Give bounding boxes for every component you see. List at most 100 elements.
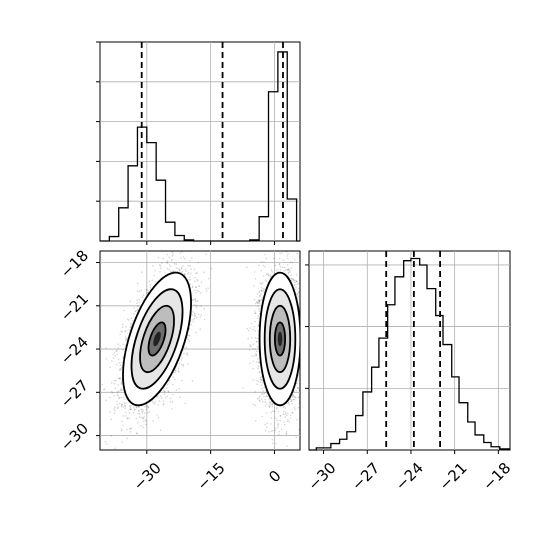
scatter-point: [103, 388, 105, 391]
scatter-point: [140, 408, 142, 411]
scatter-point: [305, 376, 307, 378]
scatter-point: [276, 269, 278, 271]
scatter-point: [183, 273, 186, 276]
scatter-point: [160, 267, 162, 270]
scatter-point: [133, 409, 136, 411]
scatter-point: [252, 403, 255, 406]
scatter-point: [301, 327, 303, 329]
scatter-point: [271, 405, 274, 408]
scatter-point: [149, 283, 152, 286]
scatter-point: [193, 244, 195, 246]
scatter-point: [299, 266, 300, 268]
scatter-point: [152, 419, 154, 422]
scatter-point: [105, 347, 107, 349]
scatter-point: [289, 398, 292, 401]
scatter-point: [263, 395, 265, 398]
scatter-point: [256, 398, 259, 400]
scatter-point: [118, 402, 121, 405]
scatter-point: [198, 313, 200, 316]
scatter-point: [275, 417, 277, 420]
scatter-point: [255, 354, 257, 357]
plot-frame: [99, 41, 301, 242]
scatter-point: [264, 279, 267, 281]
scatter-point: [198, 285, 201, 287]
scatter-point: [255, 301, 258, 303]
scatter-point: [285, 251, 288, 253]
scatter-point: [122, 343, 124, 346]
scatter-point: [294, 397, 297, 399]
scatter-point: [175, 389, 178, 391]
scatter-point: [185, 347, 188, 349]
scatter-point: [182, 365, 185, 367]
scatter-point: [278, 257, 281, 260]
scatter-point: [297, 379, 299, 382]
scatter-point: [279, 415, 282, 417]
scatter-point: [190, 272, 192, 275]
scatter-point: [121, 323, 124, 326]
scatter-point: [133, 406, 135, 409]
scatter-point: [124, 402, 127, 405]
scatter-point: [180, 257, 182, 259]
scatter-point: [125, 411, 127, 414]
scatter-point: [200, 305, 203, 307]
scatter-point: [121, 389, 124, 391]
scatter-point: [285, 433, 287, 435]
scatter-point: [171, 401, 174, 403]
scatter-point: [136, 432, 138, 434]
scatter-point: [304, 346, 306, 348]
scatter-point: [258, 299, 261, 302]
scatter-point: [276, 251, 278, 252]
scatter-point: [293, 284, 296, 286]
scatter-point: [147, 411, 149, 414]
scatter-point: [276, 408, 278, 410]
scatter-point: [258, 301, 261, 303]
scatter-point: [252, 348, 254, 350]
scatter-point: [138, 290, 141, 293]
scatter-point: [142, 294, 145, 297]
scatter-point: [122, 406, 125, 408]
scatter-point: [291, 261, 294, 264]
scatter-point: [119, 369, 122, 371]
scatter-point: [188, 334, 190, 337]
scatter-point: [128, 329, 131, 332]
scatter-point: [184, 268, 187, 271]
scatter-point: [301, 391, 303, 393]
scatter-point: [138, 416, 141, 418]
scatter-point: [299, 290, 300, 292]
scatter-point: [129, 325, 132, 328]
scatter-point: [120, 330, 123, 333]
scatter-point: [166, 267, 169, 270]
scatter-point: [295, 389, 298, 392]
scatter-point: [291, 280, 293, 282]
scatter-point: [259, 395, 261, 398]
scatter-point: [144, 419, 147, 421]
scatter-point: [257, 300, 260, 302]
scatter-point: [166, 261, 168, 263]
scatter-point: [277, 410, 280, 413]
scatter-point: [257, 358, 259, 360]
scatter-point: [261, 296, 264, 299]
y-tick-label: −21: [57, 290, 92, 325]
scatter-point: [146, 405, 149, 407]
scatter-point: [199, 328, 201, 331]
scatter-point: [254, 310, 256, 312]
scatter-point: [103, 388, 106, 391]
scatter-point: [181, 270, 184, 273]
scatter-point: [289, 270, 291, 272]
scatter-point: [273, 248, 275, 250]
scatter-point: [258, 399, 261, 401]
scatter-point: [167, 391, 170, 393]
scatter-point: [247, 337, 249, 340]
scatter-point: [145, 408, 148, 411]
scatter-point: [195, 286, 197, 289]
scatter-point: [259, 282, 261, 285]
scatter-point: [138, 406, 140, 408]
scatter-point: [261, 290, 263, 293]
scatter-point: [286, 255, 288, 257]
scatter-point: [177, 369, 180, 372]
scatter-point: [162, 404, 165, 406]
scatter-point: [258, 300, 261, 302]
scatter-point: [260, 393, 263, 396]
scatter-point: [292, 245, 294, 247]
scatter-point: [137, 413, 139, 415]
